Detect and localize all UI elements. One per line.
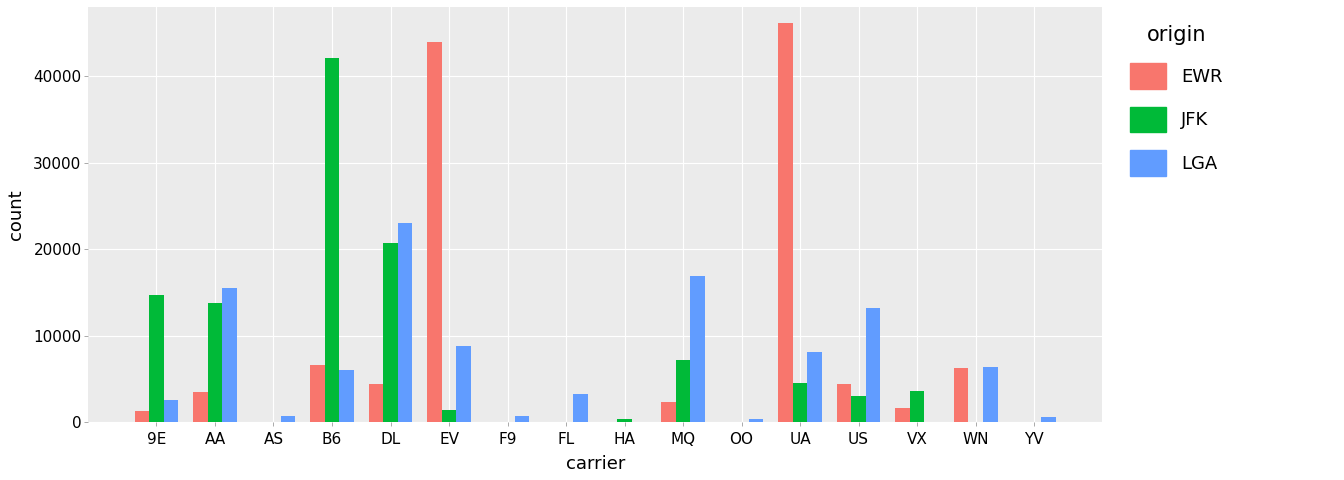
Bar xyxy=(427,42,442,422)
Bar xyxy=(691,276,706,422)
Bar xyxy=(310,365,325,422)
Bar xyxy=(749,419,763,422)
Bar xyxy=(164,400,179,422)
Bar xyxy=(982,367,997,422)
Bar xyxy=(676,360,691,422)
Bar xyxy=(383,243,398,422)
Bar xyxy=(149,295,164,422)
Bar xyxy=(617,419,632,422)
Bar xyxy=(574,394,587,422)
Bar xyxy=(339,370,353,422)
Bar xyxy=(325,58,339,422)
X-axis label: carrier: carrier xyxy=(566,455,625,473)
Bar xyxy=(954,369,968,422)
Bar xyxy=(1042,417,1056,422)
Bar xyxy=(134,411,149,422)
Bar xyxy=(515,416,530,422)
Bar xyxy=(661,402,676,422)
Bar xyxy=(208,303,222,422)
Bar xyxy=(895,408,910,422)
Y-axis label: count: count xyxy=(7,189,26,240)
Bar xyxy=(910,391,925,422)
Bar xyxy=(836,384,851,422)
Bar xyxy=(778,24,793,422)
Legend: EWR, JFK, LGA: EWR, JFK, LGA xyxy=(1121,16,1231,185)
Bar xyxy=(457,346,470,422)
Bar xyxy=(194,392,208,422)
Bar xyxy=(281,416,296,422)
Bar xyxy=(398,223,413,422)
Bar xyxy=(368,384,383,422)
Bar xyxy=(442,410,457,422)
Bar xyxy=(793,383,808,422)
Bar xyxy=(851,396,866,422)
Bar xyxy=(866,309,880,422)
Bar xyxy=(808,352,823,422)
Bar xyxy=(222,288,237,422)
